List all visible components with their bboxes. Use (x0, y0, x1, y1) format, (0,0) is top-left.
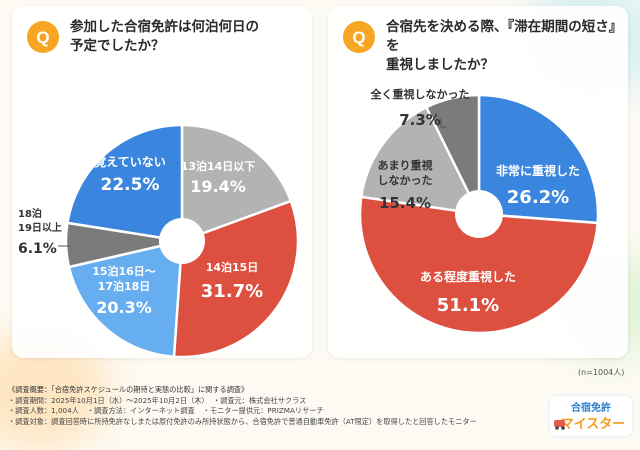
slice-category-label: 18泊 (18, 207, 42, 220)
svg-text:マイスター: マイスター (561, 417, 626, 432)
pie-slice (424, 93, 481, 215)
donut-hole (159, 218, 205, 264)
slice-category-label: あまり重視 (378, 158, 433, 172)
svg-text:合宿免許: 合宿免許 (570, 401, 611, 414)
slice-value-label: 31.7% (201, 281, 263, 302)
slice-category-label: 15泊16日～ (92, 264, 156, 278)
slice-label: ある程度重視した 51.1% (420, 269, 516, 316)
slice-value-label: 19.4% (190, 177, 246, 196)
slice-label: 非常に重視した 26.2% (496, 163, 580, 208)
sample-size-note: (n=1004人) (578, 368, 625, 377)
pie-slice (359, 105, 482, 216)
svg-text:Q: Q (352, 28, 365, 47)
slice-value-label: 51.1% (437, 295, 499, 316)
survey-summary-title: 《調査概要：「合宿免許スケジュールの期待と実態の比較」に関する調査》 (8, 385, 249, 394)
pie-slice (180, 123, 293, 243)
slice-category-label: 19日以上 (18, 221, 62, 234)
slice-category-label: しなかった (378, 174, 433, 187)
pie-slice (358, 195, 600, 335)
brand-logo: 合宿免許 マイスター (548, 394, 634, 438)
slice-category-label: ある程度重視した (420, 269, 516, 284)
slice-category-label: 14泊15日 (206, 260, 259, 274)
pie-slice (65, 123, 184, 243)
slice-label: 15泊16日～17泊18日 20.3% (92, 264, 156, 317)
svg-text:Q: Q (36, 28, 49, 47)
survey-row: ・調査期間：2025年10月1日（水）～2025年10月2日（木） ・調査元：株式… (8, 395, 307, 405)
slice-value-label: 15.4% (379, 194, 431, 212)
slice-label: 全く重視しなかった 7.3% (370, 87, 470, 129)
slice-label: 覚えていない 22.5% (94, 154, 165, 195)
question-q-icon: Q (27, 21, 59, 53)
donut-hole (455, 190, 503, 238)
slice-value-label: 20.3% (96, 298, 152, 317)
question-q-icon: Q (343, 21, 375, 53)
slice-category-label: 覚えていない (94, 154, 165, 169)
slice-value-label: 22.5% (101, 175, 160, 195)
slice-value-label: 26.2% (507, 187, 569, 208)
slice-category-label: 13泊14日以下 (181, 159, 256, 173)
slice-category-label: 非常に重視した (496, 163, 580, 178)
leader-line (440, 118, 447, 128)
slice-category-label: 全く重視しなかった (370, 87, 470, 101)
survey-row: ・調査人数：1,004人 ・調査方法：インターネット調査 ・モニター提供元：PRIZ… (8, 406, 324, 415)
slice-label: 13泊14日以下 19.4% (181, 159, 256, 196)
slice-category-label: 17泊18日 (98, 279, 151, 293)
slice-value-label: 6.1% (18, 241, 57, 257)
pie-slice (67, 239, 184, 359)
survey-row: ・調査対象：調査回答時に所持免許なしまたは原付免許のみ所持状態から、合宿免許で普… (8, 416, 477, 426)
survey-summary: 《調査概要：「合宿免許スケジュールの期待と実態の比較」に関する調査》 ・調査期間… (8, 385, 508, 427)
pie-slice (477, 93, 600, 225)
chart-title: 参加した合宿免許は何泊何日の 予定でしたか？ (70, 19, 259, 54)
slice-label: 14泊15日 31.7% (201, 260, 263, 302)
chart-title: 合宿先を決める際、『滞在期間の短さ』を 重視しましたか？ (386, 19, 623, 73)
slice-value-label: 7.3% (399, 111, 441, 129)
